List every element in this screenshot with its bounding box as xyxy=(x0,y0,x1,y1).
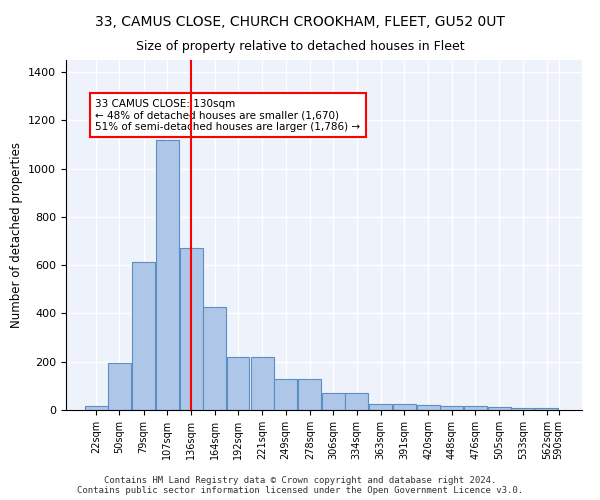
Bar xyxy=(132,262,155,410)
Bar xyxy=(203,308,226,410)
Bar xyxy=(392,404,416,410)
Bar xyxy=(417,404,440,410)
Bar xyxy=(440,406,463,410)
Text: Size of property relative to detached houses in Fleet: Size of property relative to detached ho… xyxy=(136,40,464,53)
Bar xyxy=(227,357,250,410)
Bar xyxy=(369,404,392,410)
Bar xyxy=(298,378,321,410)
Bar xyxy=(488,407,511,410)
Bar xyxy=(535,408,559,410)
Bar xyxy=(155,140,179,410)
Bar xyxy=(511,408,534,410)
Bar xyxy=(345,393,368,410)
Bar xyxy=(274,378,297,410)
Bar xyxy=(180,248,203,410)
Bar xyxy=(85,406,107,410)
Text: 33 CAMUS CLOSE: 130sqm
← 48% of detached houses are smaller (1,670)
51% of semi-: 33 CAMUS CLOSE: 130sqm ← 48% of detached… xyxy=(95,98,361,132)
Bar xyxy=(251,357,274,410)
Bar xyxy=(464,406,487,410)
Text: 33, CAMUS CLOSE, CHURCH CROOKHAM, FLEET, GU52 0UT: 33, CAMUS CLOSE, CHURCH CROOKHAM, FLEET,… xyxy=(95,15,505,29)
Y-axis label: Number of detached properties: Number of detached properties xyxy=(10,142,23,328)
Text: Contains HM Land Registry data © Crown copyright and database right 2024.
Contai: Contains HM Land Registry data © Crown c… xyxy=(77,476,523,495)
Bar xyxy=(108,363,131,410)
Bar xyxy=(322,393,344,410)
